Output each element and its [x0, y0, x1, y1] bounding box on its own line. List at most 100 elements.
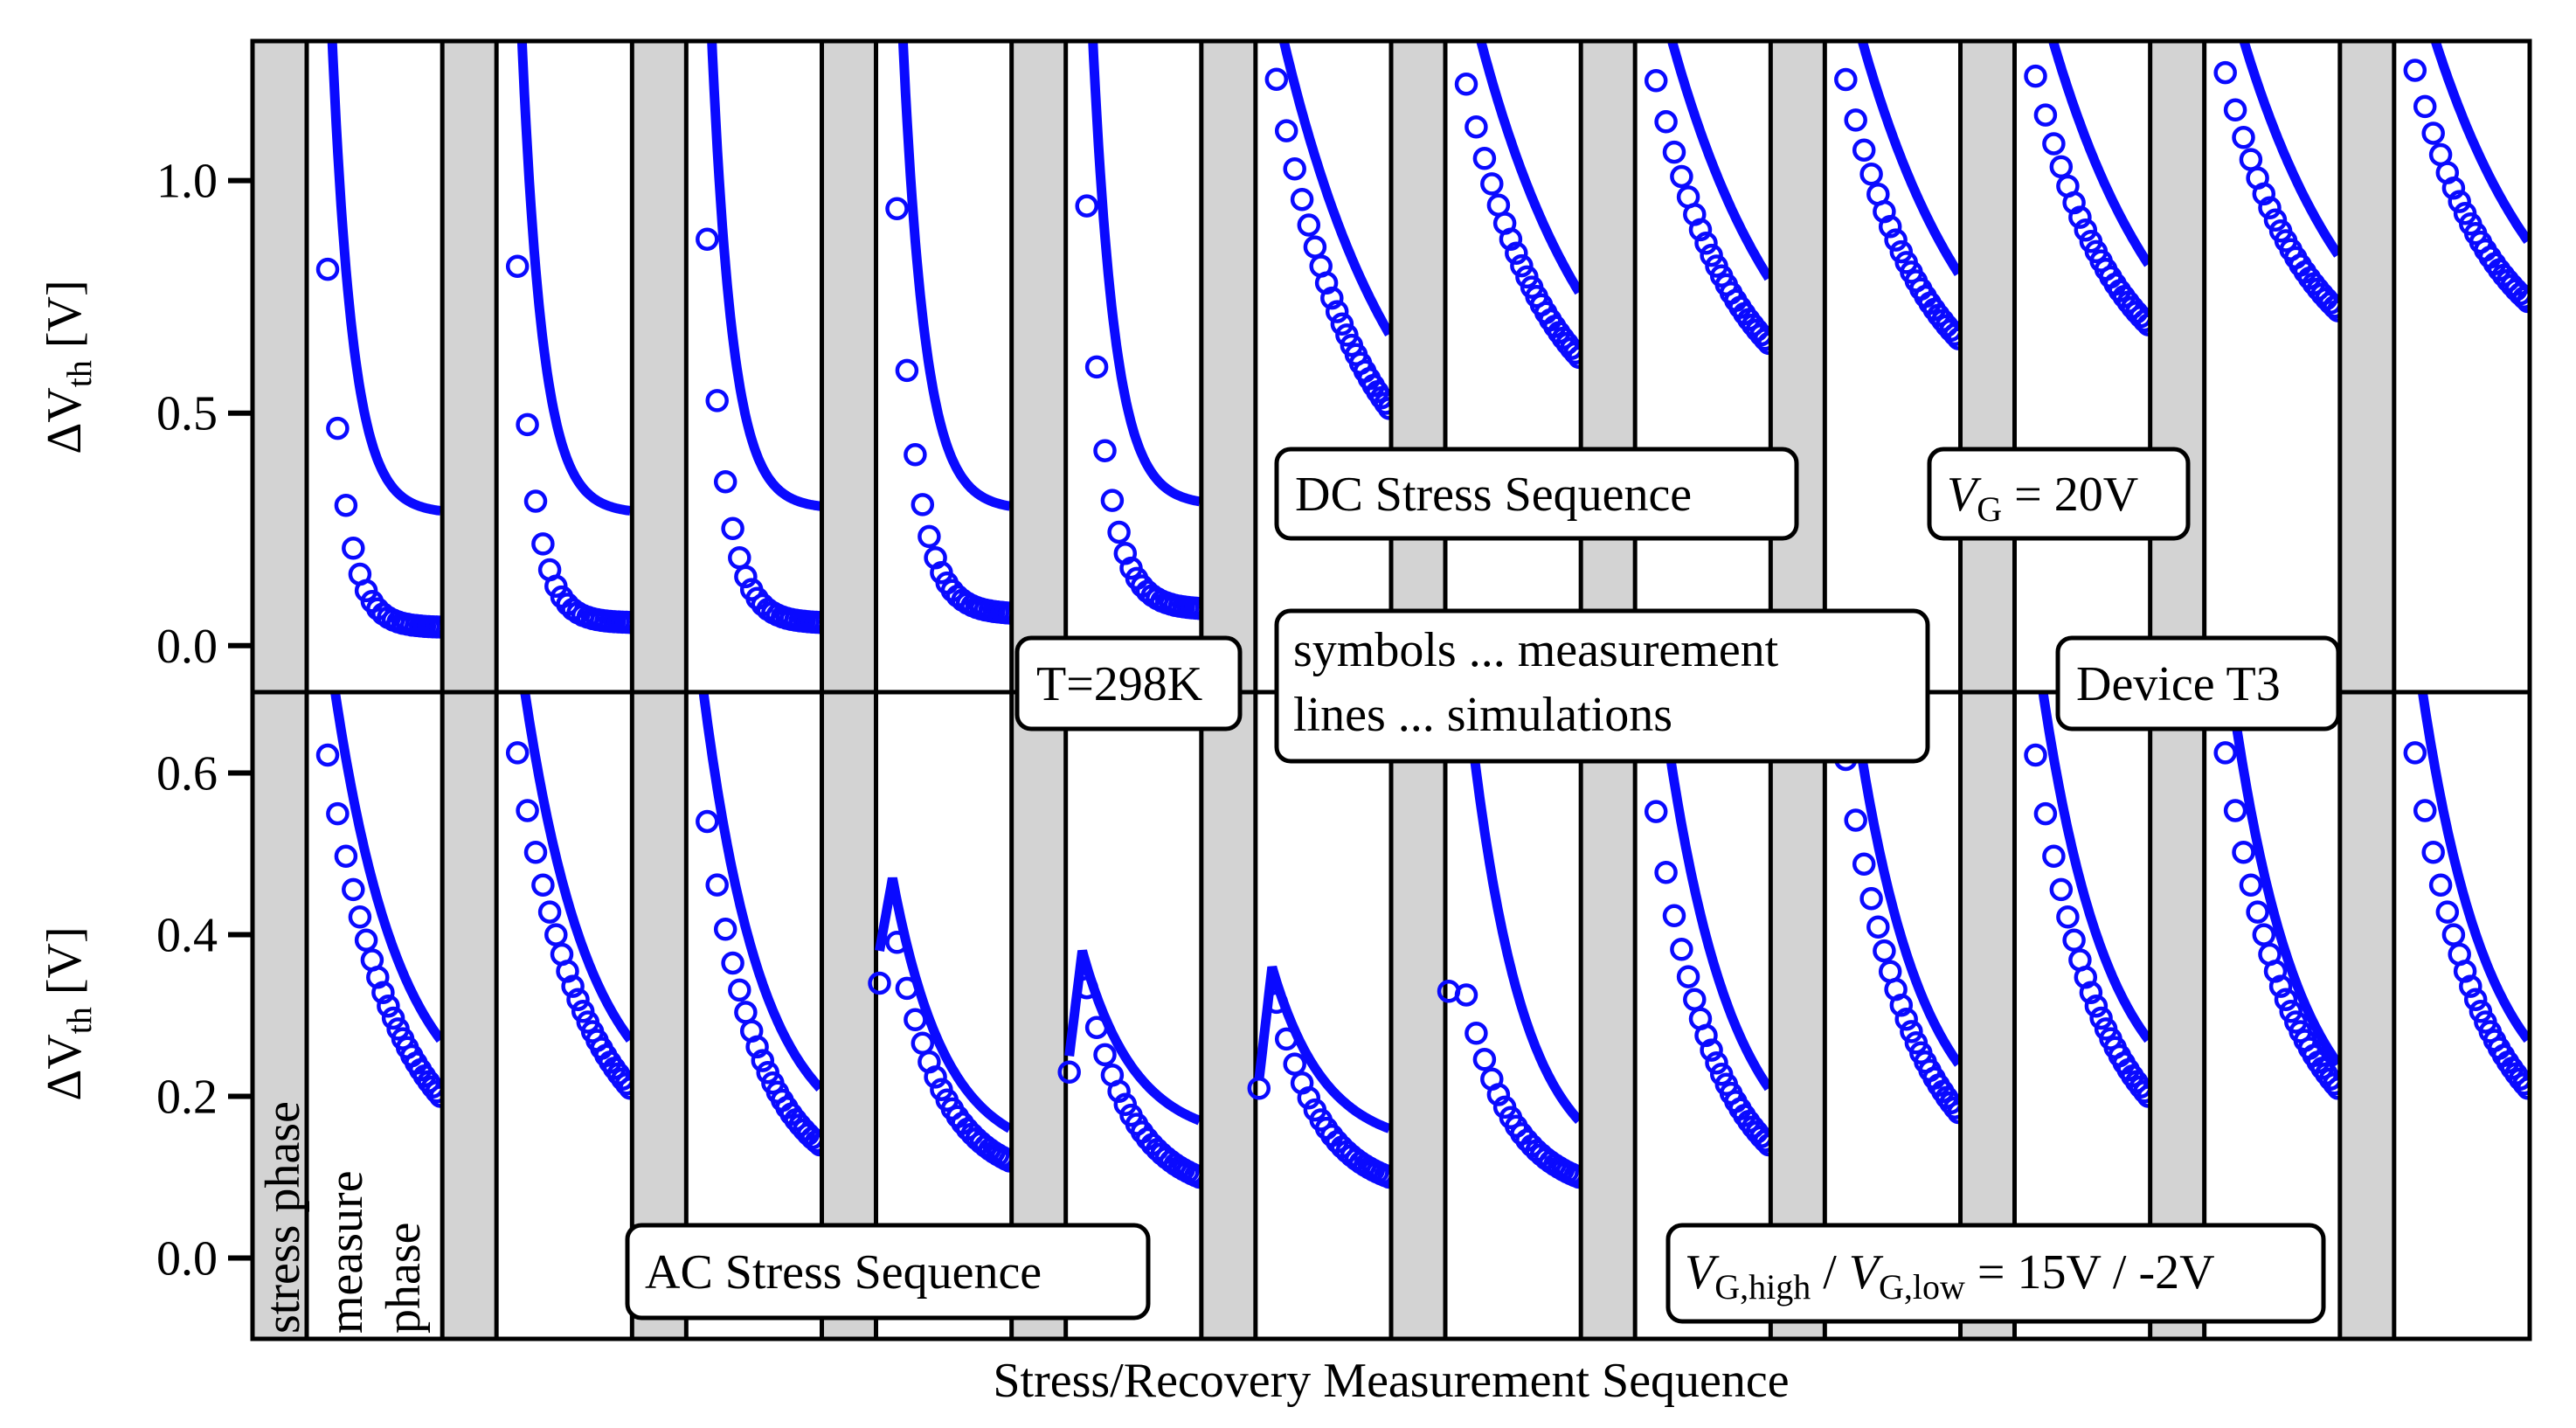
measurement-point [1505, 241, 1528, 265]
measurement-point [1510, 253, 1534, 278]
simulation-line [2430, 41, 2530, 245]
measurement-point [1084, 355, 1109, 379]
measurement-point [1844, 808, 1867, 832]
measurement-point [2448, 190, 2471, 213]
measurement-point [1075, 194, 1098, 218]
measurement-point [1852, 138, 1876, 162]
measurement-point [1454, 983, 1478, 1007]
measurement-point [2252, 182, 2276, 206]
measurement-point [2459, 974, 2483, 998]
stress-phase-band [253, 41, 307, 692]
measurement-point [1884, 228, 1908, 252]
measurement-point [1465, 114, 1488, 139]
measurement-point [1683, 988, 1707, 1011]
y-tick-label: 0.0 [156, 620, 218, 674]
stress-phase-band [1201, 692, 1256, 1339]
measurement-point [326, 416, 350, 440]
measurement-point [2268, 974, 2293, 998]
measurement-point [2033, 103, 2058, 127]
measurement-point [1644, 69, 1668, 93]
measurement-point [1694, 1023, 1718, 1048]
stress-phase-band [1581, 41, 1636, 692]
measurement-point [2512, 286, 2530, 310]
x-axis-label: Stress/Recovery Measurement Sequence [993, 1354, 1789, 1408]
y-tick-label: 0.5 [156, 387, 218, 441]
simulation-line [1846, 692, 1963, 1067]
y-axis-label-bottom: ΔVth [V] [38, 926, 99, 1100]
measurement-point [2062, 928, 2086, 953]
measurement-point [1878, 215, 1902, 239]
measurement-point [2463, 988, 2488, 1011]
measurement-point [523, 840, 548, 864]
measurement-point [1325, 300, 1349, 323]
measurement-point [1486, 1083, 1511, 1106]
measurement-point [516, 412, 539, 437]
measurement-point [1107, 1079, 1131, 1103]
measurement-point [1100, 489, 1125, 512]
simulation-line [2239, 41, 2343, 258]
measurement-point [1834, 67, 1858, 92]
measurement-point [1330, 312, 1354, 336]
measurement-point [377, 994, 400, 1018]
measurement-point [2421, 840, 2445, 864]
measurement-point [342, 537, 365, 560]
simulation-line [520, 692, 634, 1043]
measurement-point [1866, 915, 1890, 939]
measurement-point [2049, 155, 2074, 179]
simulation-line [2417, 692, 2530, 1043]
measurement-point [2089, 1006, 2113, 1030]
measurement-point [2413, 799, 2437, 822]
measurement-point [911, 493, 935, 516]
measurement-point [1303, 235, 1327, 259]
measurement-point [2024, 743, 2047, 767]
measurement-point [1700, 1038, 1723, 1062]
stress-phase-band [253, 692, 307, 1339]
measurement-point [2469, 1000, 2493, 1023]
measurement-point [2263, 208, 2288, 232]
measurement-point [2042, 844, 2066, 868]
measurement-point [2403, 741, 2427, 765]
measurement-point [2079, 981, 2103, 1005]
stress-phase-band [1581, 692, 1636, 1339]
measurement-point [2258, 196, 2282, 220]
measurement-point [1472, 147, 1497, 170]
measurement-point [904, 1008, 927, 1032]
measurement-point [705, 873, 729, 897]
simulation-line [875, 877, 1013, 1133]
svg-text:T=298K: T=298K [1036, 657, 1202, 711]
measurement-point [885, 197, 909, 221]
measurement-point [696, 809, 719, 834]
legend-lines: lines ... simulations [1293, 688, 1672, 742]
stress-phase-band [2339, 692, 2394, 1339]
ac-sequence-annotation: AC Stress Sequence [625, 1223, 1151, 1321]
measurement-point [1654, 860, 1678, 884]
measurement-point [713, 918, 737, 941]
simulation-line [329, 692, 445, 1043]
measurement-point [1705, 1050, 1728, 1075]
measurement-point [1662, 904, 1686, 928]
measurement-point [1670, 164, 1693, 189]
measurement-point [745, 1035, 769, 1059]
measurement-point [751, 1049, 775, 1072]
measurement-point [1852, 852, 1876, 876]
y-tick-label: 0.6 [156, 747, 218, 801]
measurement-point [868, 971, 891, 995]
measurement-point [1676, 965, 1700, 988]
measurement-point [371, 981, 395, 1005]
stress-phase-band [632, 41, 687, 692]
simulation-line [2226, 692, 2343, 1067]
measurement-point [2213, 741, 2237, 765]
measurement-point [561, 974, 585, 998]
measurement-point [1454, 73, 1478, 96]
measurement-point [705, 389, 729, 412]
measurement-point [1247, 1077, 1271, 1100]
measurement-point [2239, 873, 2263, 897]
measurement-point [334, 844, 358, 868]
measurement-point [2084, 994, 2109, 1018]
measurement-point [531, 532, 555, 556]
measurement-point [713, 469, 737, 494]
measurement-point [2239, 148, 2263, 171]
measurement-point [1873, 939, 1896, 963]
measurement-point [2068, 205, 2092, 229]
measurement-point [1499, 227, 1523, 251]
